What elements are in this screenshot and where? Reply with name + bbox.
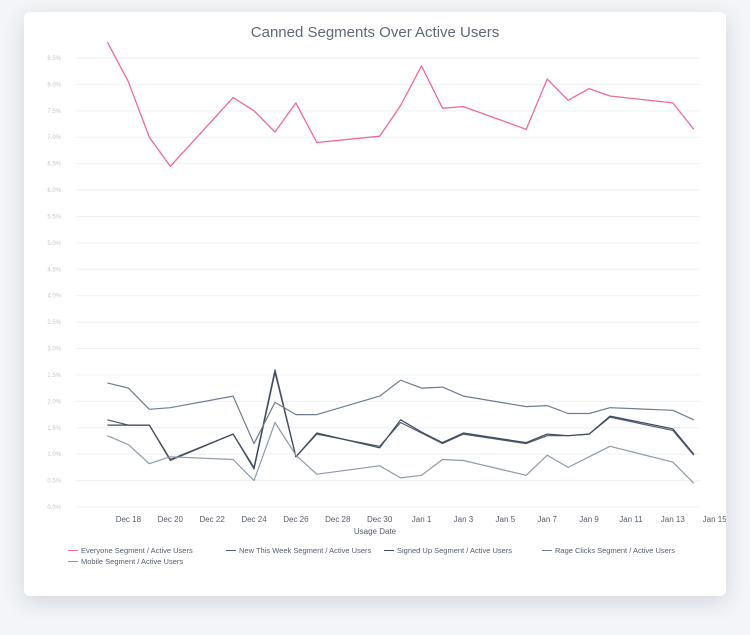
y-tick-label: 0.5% — [47, 479, 61, 485]
x-axis-label: Usage Date — [354, 527, 397, 536]
y-axis-ticks: 0.0% 0.5% 1.0% 1.5% 2.0% 2.5% 3.0% 3.5% 4.0% 4.5%… — [47, 56, 61, 511]
x-tick-label: Dec 24 — [241, 515, 267, 524]
legend-swatch — [542, 549, 552, 552]
legend-swatch — [68, 549, 78, 552]
chart-legend: Everyone Segment / Active Users New This… — [68, 546, 708, 566]
y-tick-label: 6.5% — [47, 162, 61, 168]
legend-item-everyone[interactable]: Everyone Segment / Active Users — [68, 546, 226, 555]
y-tick-label: 7.5% — [47, 109, 61, 115]
y-tick-label: 1.5% — [47, 426, 61, 432]
series-line-1 — [106, 41, 695, 167]
x-tick-label: Jan 15 — [703, 515, 726, 524]
y-tick-label: 2.5% — [47, 373, 61, 379]
legend-swatch — [68, 560, 78, 563]
series-line-5 — [107, 421, 695, 484]
y-tick-label: 1.0% — [47, 452, 61, 458]
y-tick-label: 0.0% — [47, 505, 61, 511]
series-line-3 — [107, 371, 695, 470]
legend-item-new-this-week[interactable]: New This Week Segment / Active Users — [226, 546, 384, 555]
legend-swatch — [384, 549, 394, 552]
x-axis-ticks: Dec 18 Dec 20 Dec 22 Dec 24 Dec 26 Dec 28 Dec … — [116, 515, 726, 524]
x-tick-label: Jan 3 — [454, 515, 474, 524]
y-tick-label: 5.5% — [47, 214, 61, 220]
y-tick-label: 6.0% — [47, 188, 61, 194]
y-tick-label: 5.0% — [47, 241, 61, 247]
y-tick-label: 8.5% — [47, 56, 61, 62]
x-tick-label: Jan 11 — [619, 515, 643, 524]
series-lines — [106, 41, 695, 484]
x-tick-label: Dec 20 — [158, 515, 184, 524]
x-tick-label: Jan 9 — [579, 515, 599, 524]
x-tick-label: Dec 28 — [325, 515, 351, 524]
y-tick-label: 4.0% — [47, 294, 61, 300]
legend-label: Everyone Segment / Active Users — [81, 546, 193, 555]
x-tick-label: Jan 1 — [412, 515, 432, 524]
y-tick-label: 8.0% — [47, 82, 61, 88]
x-tick-label: Dec 22 — [199, 515, 225, 524]
series-line-2 — [107, 369, 695, 468]
x-tick-label: Dec 26 — [283, 515, 309, 524]
legend-label: Mobile Segment / Active Users — [81, 557, 184, 566]
x-tick-label: Dec 30 — [367, 515, 393, 524]
x-tick-label: Jan 13 — [661, 515, 686, 524]
legend-item-mobile[interactable]: Mobile Segment / Active Users — [68, 557, 226, 566]
y-tick-label: 7.0% — [47, 135, 61, 141]
legend-item-signed-up[interactable]: Signed Up Segment / Active Users — [384, 546, 542, 555]
chart-card: Canned Segments Over Active Users 0.0% 0.… — [24, 12, 726, 596]
y-tick-label: 3.0% — [47, 347, 61, 353]
line-chart: Canned Segments Over Active Users 0.0%0.… — [47, 24, 726, 536]
legend-swatch — [226, 549, 236, 552]
x-tick-label: Jan 7 — [537, 515, 557, 524]
chart-title: Canned Segments Over Active Users — [251, 24, 499, 41]
series-line-4 — [107, 379, 695, 445]
legend-label: New This Week Segment / Active Users — [239, 546, 372, 555]
legend-label: Rage Clicks Segment / Active Users — [555, 546, 676, 555]
y-tick-label: 4.5% — [47, 267, 61, 273]
x-tick-label: Dec 18 — [116, 515, 142, 524]
y-tick-label: 2.0% — [47, 399, 61, 405]
y-tick-label: 3.5% — [47, 320, 61, 326]
legend-label: Signed Up Segment / Active Users — [397, 546, 513, 555]
x-tick-label: Jan 5 — [496, 515, 516, 524]
grid-lines — [76, 57, 700, 508]
legend-item-rage-clicks[interactable]: Rage Clicks Segment / Active Users — [542, 546, 700, 555]
